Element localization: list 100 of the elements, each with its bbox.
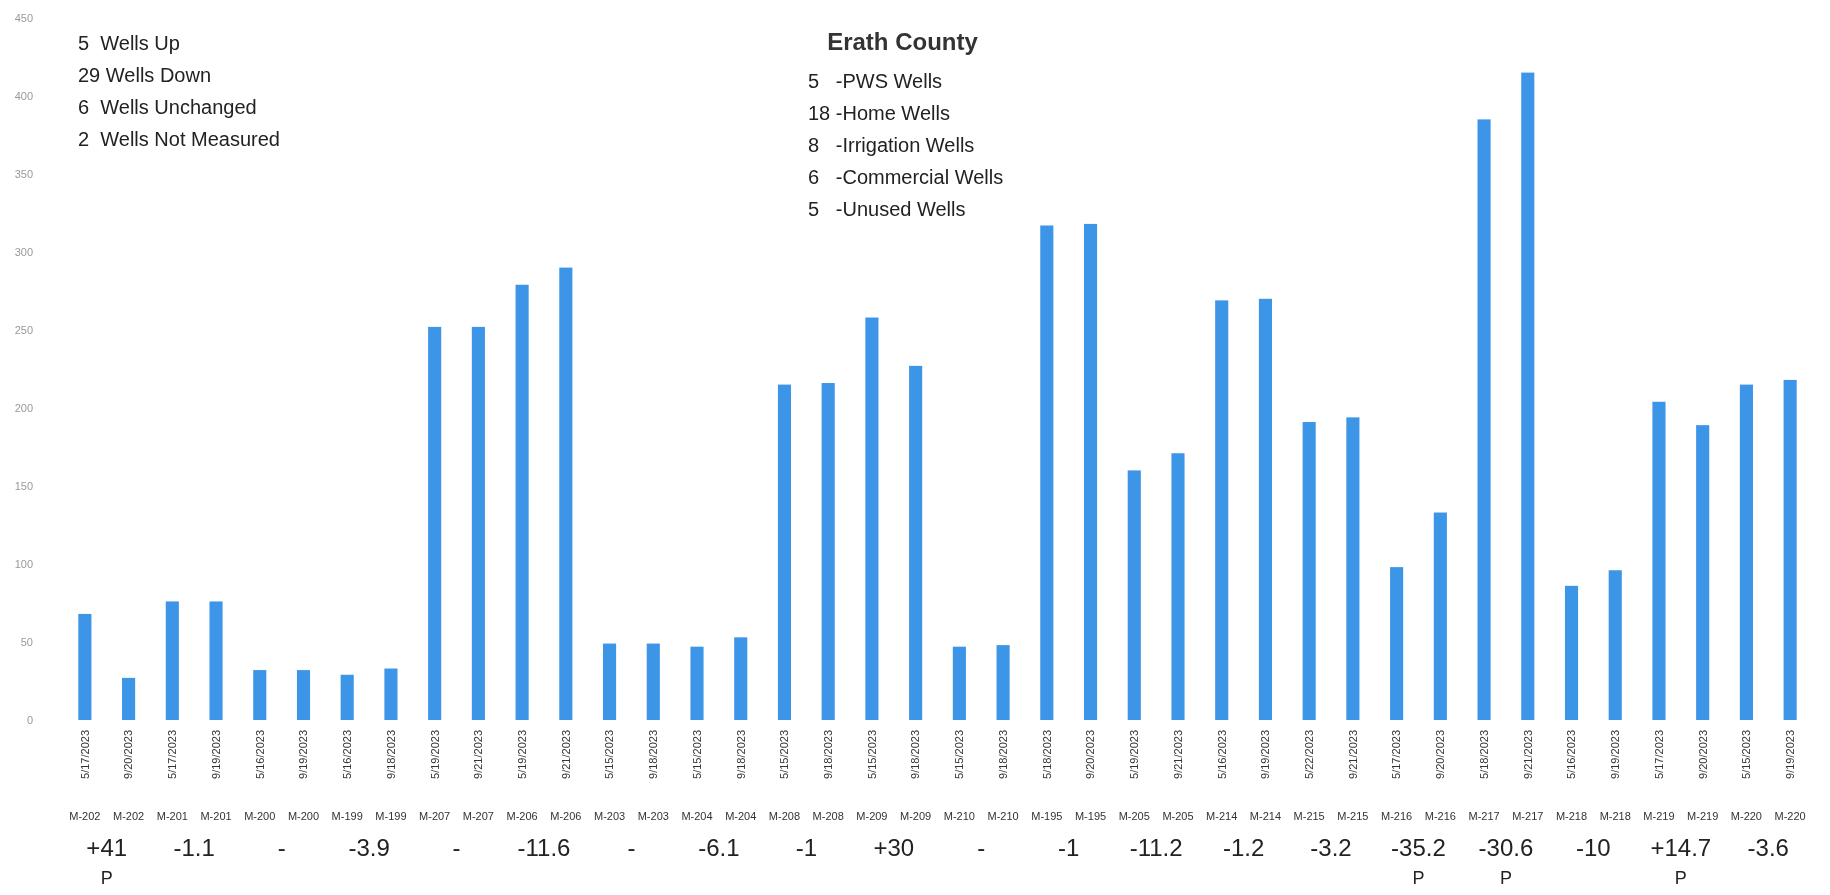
x-tick-label: 5/16/2023 [253, 730, 266, 779]
text: M-214 [1206, 810, 1238, 822]
bar [865, 317, 879, 720]
x-tick-label: 9/19/2023 [1259, 730, 1272, 779]
bar [1127, 470, 1141, 720]
x-tick-label: 5/15/2023 [1740, 730, 1753, 779]
bar [1302, 422, 1316, 720]
x-tick-label: 9/19/2023 [209, 730, 222, 779]
bar [209, 601, 223, 720]
text: M-199 [331, 810, 363, 822]
bar [777, 384, 792, 720]
text: M-219 [1643, 810, 1675, 822]
y-tick-label: 350 [14, 167, 33, 180]
x-tick-label: 5/19/2023 [428, 730, 441, 779]
text: M-216 [1381, 810, 1413, 822]
text: -1.2 [1222, 834, 1265, 861]
text: M-209 [900, 810, 932, 822]
x-tick-label: 5/16/2023 [341, 730, 354, 779]
text: M-205 [1162, 810, 1194, 822]
y-tick-label: 200 [14, 401, 33, 414]
text: -3.2 [1310, 834, 1352, 861]
bar [1171, 453, 1185, 720]
text: M-220 [1730, 810, 1763, 822]
text: M-207 [462, 810, 494, 822]
x-tick-label: 9/20/2023 [1434, 730, 1447, 779]
text: M-204 [681, 810, 713, 822]
x-tick-label: 5/18/2023 [1477, 730, 1490, 779]
text: M-217 [1468, 810, 1500, 822]
x-tick-label: 5/15/2023 [690, 730, 703, 779]
text: M-208 [812, 810, 844, 822]
bar [952, 646, 966, 720]
x-tick-label: 5/15/2023 [953, 730, 966, 779]
bar [1390, 567, 1404, 720]
bar [646, 643, 660, 720]
text: M-210 [987, 810, 1019, 822]
bar [821, 383, 835, 720]
x-tick-label: 5/17/2023 [1652, 730, 1665, 779]
x-tick-label: 5/17/2023 [166, 730, 179, 779]
text: - [977, 834, 986, 861]
x-tick-label: 9/21/2023 [559, 730, 572, 779]
text: M-219 [1687, 810, 1719, 822]
bar [340, 674, 354, 720]
bar [690, 646, 704, 720]
text: -10 [1576, 834, 1611, 861]
x-tick-label: 9/20/2023 [1084, 730, 1097, 779]
text: M-201 [200, 810, 232, 822]
bar [296, 670, 311, 720]
bar [1040, 225, 1054, 720]
text: M-200 [287, 810, 320, 822]
y-tick-label: 400 [14, 89, 33, 102]
y-tick-label: 0 [26, 713, 33, 726]
bar [909, 365, 923, 720]
bar [78, 613, 92, 720]
text: M-204 [725, 810, 757, 822]
x-tick-label: 9/19/2023 [1783, 730, 1796, 779]
text: M-218 [1599, 810, 1631, 822]
bar [734, 637, 748, 720]
bar [996, 645, 1010, 720]
x-tick-label: 5/15/2023 [865, 730, 878, 779]
text: -11.6 [517, 834, 571, 861]
bar [165, 601, 179, 720]
x-tick-label: 9/20/2023 [1696, 730, 1709, 779]
text: M-210 [943, 810, 975, 822]
bar [1433, 512, 1447, 720]
x-tick-label: 9/21/2023 [1171, 730, 1184, 779]
x-tick-label: 9/19/2023 [1609, 730, 1622, 779]
text: -11.2 [1129, 834, 1183, 861]
text: M-202 [112, 810, 145, 822]
x-tick-label: 9/18/2023 [647, 730, 660, 779]
bar [428, 326, 442, 720]
annotation: 5 Wells Up 29 Wells Down 6 Wells Unchanged 2 Wells Not Measured [78, 32, 280, 150]
text: M-199 [375, 810, 407, 822]
x-tick-label: 9/18/2023 [909, 730, 922, 779]
bar [384, 668, 398, 720]
text: M-203 [593, 810, 626, 822]
text: - [627, 834, 636, 861]
x-tick-label: 9/20/2023 [122, 730, 135, 779]
text: M-215 [1337, 810, 1369, 822]
text: +14.7 P [1650, 834, 1712, 888]
text: -1.1 [173, 834, 215, 861]
bar [559, 267, 573, 720]
bar [253, 670, 267, 720]
bar [1258, 298, 1272, 720]
text: M-218 [1555, 810, 1588, 822]
text: M-206 [550, 810, 582, 822]
x-tick-label: 5/16/2023 [1565, 730, 1578, 779]
text: M-203 [637, 810, 669, 822]
x-tick-label: 9/18/2023 [996, 730, 1009, 779]
bar [1608, 570, 1622, 720]
x-tick-label: 5/19/2023 [515, 730, 528, 779]
text: M-217 [1512, 810, 1544, 822]
text: M-215 [1293, 810, 1325, 822]
y-tick-label: 150 [14, 479, 33, 492]
text: M-220 [1774, 810, 1806, 822]
x-tick-label: 5/22/2023 [1303, 730, 1316, 779]
text: M-200 [244, 810, 276, 822]
text: - [452, 834, 461, 861]
x-tick-label: 9/21/2023 [472, 730, 485, 779]
bar [603, 643, 617, 720]
text: M-205 [1118, 810, 1150, 822]
